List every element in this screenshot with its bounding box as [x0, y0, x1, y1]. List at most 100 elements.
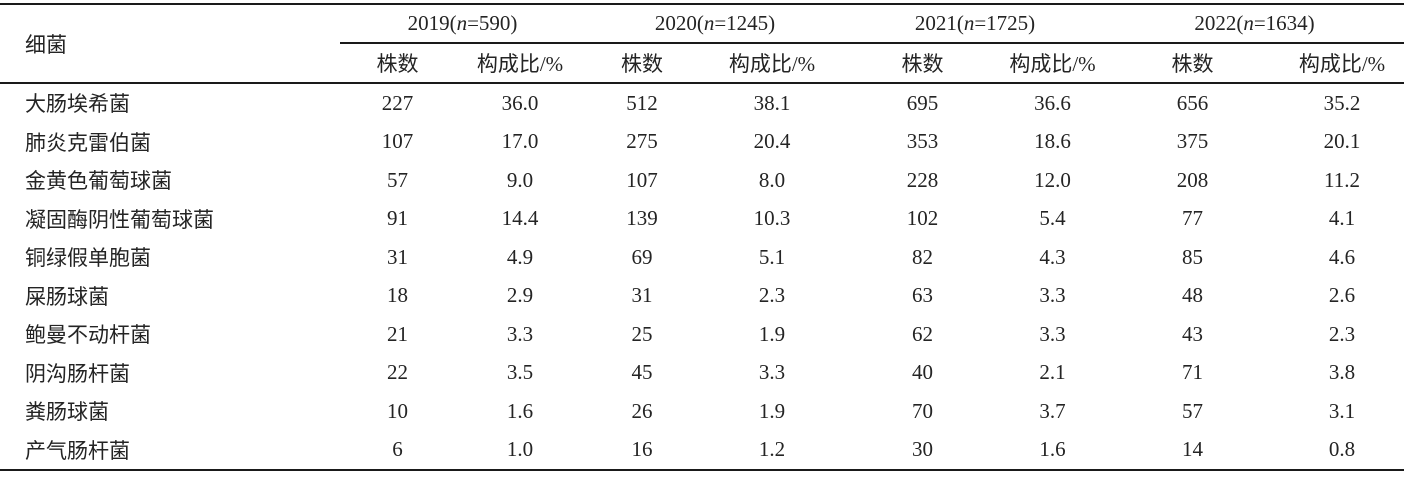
cell-2020-percent: 1.9: [758, 398, 786, 423]
cell-2022-count: 48: [1182, 283, 1203, 308]
bacteria-name-cell: 大肠埃希菌: [25, 92, 130, 117]
cell-2019-count: 91: [387, 206, 408, 231]
cell-2019-count: 227: [381, 90, 414, 115]
column-header-percent-2021: 构成比/%: [1000, 43, 1105, 84]
cell-2021-count: 353: [906, 129, 939, 154]
cell-2021-percent: 2.1: [1039, 360, 1066, 385]
cell-2021-count: 30: [912, 437, 933, 462]
cell-2021-percent: 12.0: [1034, 167, 1071, 192]
cell-2022-percent: 4.6: [1328, 244, 1356, 269]
n-value: =590): [467, 11, 518, 35]
cell-2020-count: 31: [631, 283, 653, 308]
column-header-count-2020: 株数: [585, 43, 699, 84]
column-group-header-2020: 2020(n=1245): [585, 4, 845, 44]
cell-2019-percent: 1.0: [506, 437, 534, 462]
cell-2022-percent: 35.2: [1323, 90, 1361, 115]
cell-2021-percent: 5.4: [1039, 206, 1066, 231]
n-value: =1634): [1253, 11, 1315, 35]
table-header: 细菌 2019(n=590) 2020(n=1245) 2021(n=1725)…: [0, 4, 1404, 84]
cell-2019-count: 21: [387, 321, 408, 346]
cell-2019-count: 22: [387, 360, 408, 385]
cell-2022-percent: 3.8: [1328, 360, 1356, 385]
column-group-header-2019: 2019(n=590): [340, 4, 585, 44]
column-header-count-2021: 株数: [845, 43, 1000, 84]
cell-2022-count: 77: [1182, 206, 1203, 231]
year-label: 2019(: [407, 11, 457, 35]
column-header-count-2019: 株数: [340, 43, 455, 84]
cell-2022-count: 71: [1182, 360, 1203, 385]
cell-2019-count: 31: [387, 244, 408, 269]
cell-2021-count: 695: [906, 90, 939, 115]
cell-2020-count: 25: [631, 321, 653, 346]
cell-2019-percent: 14.4: [501, 206, 539, 231]
cell-2021-percent: 18.6: [1034, 129, 1071, 154]
cell-2022-percent: 2.3: [1328, 321, 1356, 346]
table-body: 大肠埃希菌 227 36.0 512 38.1 695 36.6 656 35.…: [0, 83, 1404, 470]
cell-2019-percent: 9.0: [506, 167, 534, 192]
bacteria-name-cell: 鲍曼不动杆菌: [25, 323, 151, 348]
cell-2022-count: 85: [1182, 244, 1203, 269]
cell-2021-percent: 4.3: [1039, 244, 1066, 269]
cell-2020-percent: 2.3: [758, 283, 786, 308]
n-value: =1725): [974, 11, 1036, 35]
cell-2022-percent: 2.6: [1328, 283, 1356, 308]
cell-2019-count: 6: [392, 437, 403, 462]
year-label: 2020(: [654, 11, 704, 35]
year-label: 2021(: [914, 11, 964, 35]
cell-2019-percent: 36.0: [501, 90, 539, 115]
cell-2019-percent: 4.9: [506, 244, 534, 269]
cell-2019-percent: 3.5: [506, 360, 534, 385]
column-header-percent-2019: 构成比/%: [455, 43, 585, 84]
cell-2020-percent: 1.9: [758, 321, 786, 346]
cell-2020-count: 139: [626, 206, 658, 231]
cell-2020-count: 26: [631, 398, 653, 423]
cell-2020-percent: 20.4: [753, 129, 791, 154]
table-row: 屎肠球菌 18 2.9 31 2.3 63 3.3 48 2.6: [0, 277, 1404, 316]
table-row: 肺炎克雷伯菌 107 17.0 275 20.4 353 18.6 375 20…: [0, 123, 1404, 162]
cell-2021-count: 63: [912, 283, 933, 308]
cell-2021-count: 102: [906, 206, 939, 231]
column-group-header-2021: 2021(n=1725): [845, 4, 1105, 44]
bacteria-name-cell: 肺炎克雷伯菌: [25, 130, 151, 155]
bacteria-name-cell: 阴沟肠杆菌: [25, 361, 130, 386]
year-label: 2022(: [1194, 11, 1244, 35]
bacteria-name-cell: 产气肠杆菌: [25, 438, 130, 463]
column-group-header-2022: 2022(n=1634): [1105, 4, 1404, 44]
cell-2020-percent: 5.1: [758, 244, 786, 269]
n-symbol: n: [1243, 11, 1254, 35]
cell-2020-percent: 3.3: [758, 360, 786, 385]
table-row: 产气肠杆菌 6 1.0 16 1.2 30 1.6 14 0.8: [0, 431, 1404, 471]
cell-2022-percent: 4.1: [1328, 206, 1356, 231]
table-row: 粪肠球菌 10 1.6 26 1.9 70 3.7 57 3.1: [0, 392, 1404, 431]
cell-2019-count: 107: [381, 129, 414, 154]
cell-2021-percent: 3.7: [1039, 398, 1066, 423]
cell-2021-percent: 36.6: [1034, 90, 1071, 115]
cell-2019-count: 10: [387, 398, 408, 423]
table-row: 金黄色葡萄球菌 57 9.0 107 8.0 228 12.0 208 11.2: [0, 161, 1404, 200]
cell-2021-count: 82: [912, 244, 933, 269]
table-row: 凝固酶阴性葡萄球菌 91 14.4 139 10.3 102 5.4 77 4.…: [0, 200, 1404, 239]
column-header-percent-2022: 构成比/%: [1280, 43, 1404, 84]
cell-2019-percent: 17.0: [501, 129, 539, 154]
cell-2019-count: 57: [387, 167, 408, 192]
column-header-bacteria: 细菌: [0, 4, 340, 84]
cell-2022-count: 14: [1182, 437, 1203, 462]
cell-2020-count: 275: [626, 129, 658, 154]
cell-2019-percent: 3.3: [506, 321, 534, 346]
table-row: 鲍曼不动杆菌 21 3.3 25 1.9 62 3.3 43 2.3: [0, 315, 1404, 354]
cell-2020-count: 107: [626, 167, 658, 192]
bacteria-name-cell: 屎肠球菌: [25, 284, 109, 309]
n-symbol: n: [703, 11, 715, 35]
cell-2021-count: 40: [912, 360, 933, 385]
cell-2020-percent: 8.0: [758, 167, 786, 192]
cell-2022-percent: 3.1: [1328, 398, 1356, 423]
cell-2020-count: 512: [626, 90, 658, 115]
cell-2021-percent: 3.3: [1039, 321, 1066, 346]
year-header-row: 细菌 2019(n=590) 2020(n=1245) 2021(n=1725)…: [0, 4, 1404, 84]
n-value: =1245): [714, 11, 776, 35]
bacteria-name-cell: 凝固酶阴性葡萄球菌: [25, 207, 214, 232]
cell-2021-percent: 1.6: [1039, 437, 1066, 462]
cell-2021-count: 70: [912, 398, 933, 423]
cell-2020-percent: 1.2: [758, 437, 786, 462]
cell-2019-count: 18: [387, 283, 408, 308]
